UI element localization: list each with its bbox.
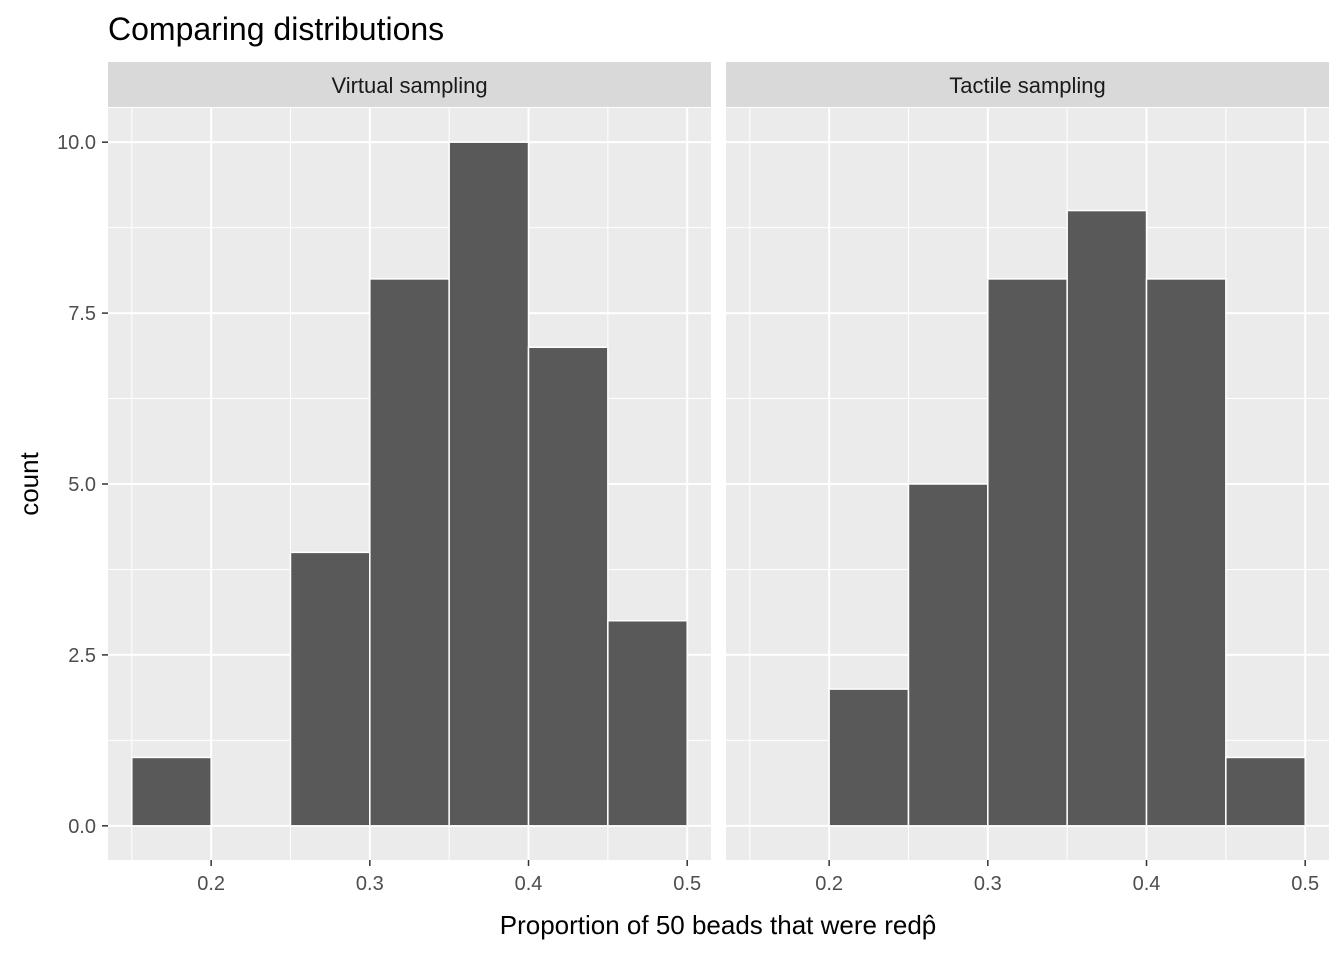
- facet-strip: [108, 62, 711, 107]
- facet-panel-0: Virtual sampling: [108, 62, 711, 860]
- histogram-bar: [987, 278, 1068, 827]
- facet-strip-label: Tactile sampling: [949, 73, 1106, 98]
- histogram-bar: [1066, 209, 1148, 827]
- x-axis-title-text: Proportion of 50 beads that were red: [500, 910, 922, 940]
- histogram-bar: [1145, 278, 1227, 827]
- histogram-bar: [448, 141, 530, 827]
- x-tick-label: 0.4: [1133, 873, 1161, 895]
- histogram-bar: [1225, 756, 1306, 827]
- y-tick-label: 10.0: [57, 132, 96, 154]
- histogram-bar: [131, 756, 212, 827]
- histogram-bar: [828, 688, 910, 827]
- y-axis: 0.0 2.5 5.0 7.5 10.0: [57, 132, 108, 838]
- x-tick-label: 0.3: [974, 873, 1002, 895]
- facet-strip-label: Virtual sampling: [331, 73, 487, 98]
- histogram-bar: [289, 551, 371, 827]
- facet-strip: [726, 62, 1329, 107]
- y-tick-label: 2.5: [68, 645, 96, 667]
- y-axis-title: count: [14, 451, 44, 515]
- histogram-bar: [527, 346, 609, 827]
- x-tick-label: 0.4: [515, 873, 543, 895]
- histogram-bar: [907, 483, 989, 827]
- x-axis-title-symbol: p̂: [922, 910, 936, 940]
- chart-title: Comparing distributions: [108, 11, 444, 47]
- x-tick-label: 0.5: [1291, 873, 1319, 895]
- histogram-bar: [369, 278, 450, 827]
- x-axes: 0.2 0.3 0.4 0.5 0.2 0.3 0.4 0.5: [197, 860, 1319, 895]
- y-tick-label: 5.0: [68, 474, 96, 496]
- x-axis-title: Proportion of 50 beads that were redp̂: [500, 910, 937, 940]
- x-tick-label: 0.3: [356, 873, 384, 895]
- x-tick-label: 0.2: [815, 873, 843, 895]
- x-tick-label: 0.2: [197, 873, 225, 895]
- y-tick-label: 0.0: [68, 816, 96, 838]
- histogram-bar: [607, 619, 688, 827]
- x-tick-label: 0.5: [673, 873, 701, 895]
- y-tick-label: 7.5: [68, 303, 96, 325]
- facet-panels: Virtual sampling Tactile sampling: [108, 62, 1329, 860]
- facet-panel-1: Tactile sampling: [726, 62, 1329, 860]
